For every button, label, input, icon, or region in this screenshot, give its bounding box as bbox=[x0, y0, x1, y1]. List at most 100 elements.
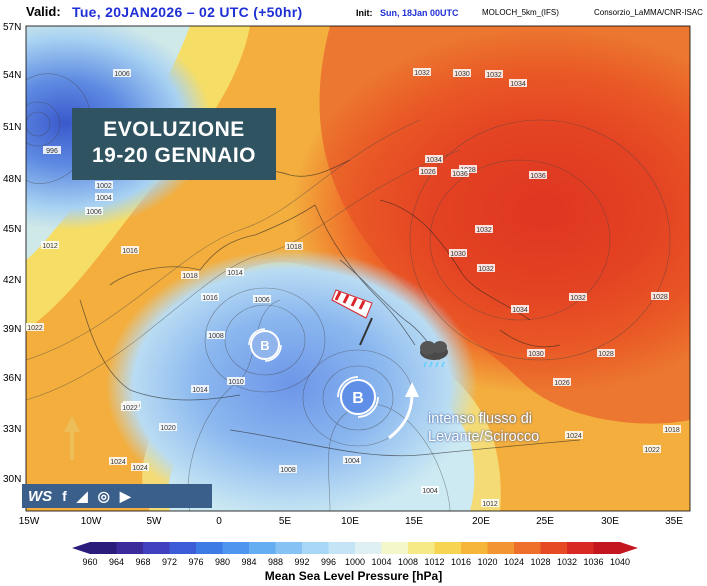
isobar-label: 1030 bbox=[528, 351, 544, 358]
isobar-label: 996 bbox=[46, 148, 58, 155]
colorbar-segment bbox=[196, 542, 223, 554]
init-label: Init: bbox=[356, 8, 373, 18]
colorbar-label: 976 bbox=[188, 557, 204, 567]
colorbar-label: 1020 bbox=[477, 557, 498, 567]
annotation-line1: intenso flusso di bbox=[428, 411, 532, 427]
lat-label: 36N bbox=[3, 373, 21, 384]
isobar-label-bg bbox=[227, 377, 245, 385]
isobar-label: 1008 bbox=[208, 333, 224, 340]
isobar-label-bg bbox=[253, 295, 271, 303]
flow-arrow-icon bbox=[388, 382, 419, 440]
colorbar-segment bbox=[302, 542, 329, 554]
isobar-label-bg bbox=[569, 293, 587, 301]
isobar-labels: 1006 996 1002 1004 1006 1012 1016 1018 1014 1022 1… bbox=[26, 68, 681, 508]
isobar-label: 1032 bbox=[486, 72, 502, 79]
isobar-label-bg bbox=[663, 425, 681, 433]
isobar-label-bg bbox=[453, 69, 471, 77]
isobar-label-bg bbox=[279, 465, 297, 473]
youtube-icon[interactable]: ▶ bbox=[119, 487, 131, 504]
isobar-label-bg bbox=[449, 249, 467, 257]
lat-lon-grid: 57N 54N 51N 48N 45N 42N 39N 36N 33N 30N 15W 10W 5W 0… bbox=[3, 22, 691, 527]
isobar-label: 1006 bbox=[86, 209, 102, 216]
instagram-icon[interactable]: ◎ bbox=[97, 487, 110, 504]
facebook-icon[interactable]: f bbox=[62, 488, 67, 504]
isobar-label: 1016 bbox=[202, 295, 218, 302]
isobar-label-bg bbox=[226, 268, 244, 276]
isobar-label: 1004 bbox=[96, 195, 112, 202]
isobar-label: 1022 bbox=[122, 405, 138, 412]
isobar-label: 1012 bbox=[482, 501, 498, 508]
colorbar-max-arrow bbox=[620, 542, 638, 554]
isobar-label: 1024 bbox=[110, 459, 126, 466]
faded-arrow-icon bbox=[64, 416, 80, 460]
isobar-label-bg bbox=[113, 69, 131, 77]
lat-label: 54N bbox=[3, 70, 21, 81]
isobar-label: 1008 bbox=[280, 467, 296, 474]
colorbar-segment bbox=[487, 542, 515, 554]
telegram-icon[interactable]: ◢ bbox=[76, 487, 88, 504]
colorbar bbox=[72, 542, 638, 554]
lon-label: 15W bbox=[19, 516, 40, 527]
ws-logo[interactable]: WS bbox=[28, 487, 53, 505]
lon-label: 5E bbox=[279, 516, 292, 527]
colorbar-label: 964 bbox=[108, 557, 125, 567]
isobar-label-bg bbox=[109, 457, 127, 465]
lon-label: 0 bbox=[216, 516, 222, 527]
colorbar-label: 1012 bbox=[424, 557, 445, 567]
isobar-label: 1012 bbox=[42, 243, 58, 250]
lat-label: 57N bbox=[3, 22, 21, 33]
isobar-label: 1030 bbox=[454, 71, 470, 78]
isobar-label-bg bbox=[643, 445, 661, 453]
colorbar-label: 972 bbox=[161, 557, 178, 567]
isobar-label: 1034 bbox=[510, 81, 526, 88]
isobar-label-bg bbox=[201, 293, 219, 301]
colorbar-label: 992 bbox=[294, 557, 310, 567]
isobar-label: 1036 bbox=[530, 173, 546, 180]
lon-label: 15E bbox=[405, 516, 423, 527]
isobar-label-bg bbox=[191, 385, 209, 393]
isobar-label-bg bbox=[207, 331, 225, 339]
isobar-label-bg bbox=[95, 193, 113, 201]
isobar-label: 1004 bbox=[344, 458, 360, 465]
map-field bbox=[26, 26, 690, 511]
social-bar: WS f ◢ ◎ ▶ bbox=[22, 484, 212, 508]
isobar-label-bg bbox=[451, 169, 469, 177]
lat-label: 30N bbox=[3, 474, 21, 485]
valid-datetime: Tue, 20JAN2026 – 02 UTC (+50hr) bbox=[72, 4, 303, 20]
colorbar-label: 984 bbox=[241, 557, 257, 567]
valid-label: Valid: bbox=[26, 4, 61, 19]
windsock-icon bbox=[331, 289, 373, 346]
isobar-label-bg bbox=[597, 349, 615, 357]
isobar-label-bg bbox=[43, 146, 61, 154]
isobar-label: 1018 bbox=[664, 427, 680, 434]
colorbar-label: 1008 bbox=[397, 557, 419, 567]
isobar-label-bg bbox=[529, 171, 547, 179]
isobar-label-bg bbox=[477, 264, 495, 272]
colorbar-segment bbox=[381, 542, 409, 554]
isobar-label: 1006 bbox=[254, 297, 270, 304]
annotation-line2: Levante/Scirocco bbox=[428, 429, 540, 445]
flow-annotation: intenso flusso di Levante/Scirocco bbox=[428, 410, 539, 446]
isobar-label: 1024 bbox=[566, 433, 582, 440]
lon-label: 10E bbox=[341, 516, 359, 527]
lat-label: 39N bbox=[3, 324, 21, 335]
colorbar-label: 968 bbox=[135, 557, 151, 567]
colorbar-segment bbox=[567, 542, 594, 554]
title-line2: 19-20 GENNAIO bbox=[91, 144, 257, 167]
isobar-label-bg bbox=[131, 463, 149, 471]
lat-label: 51N bbox=[3, 122, 21, 133]
header-bar: Valid: Tue, 20JAN2026 – 02 UTC (+50hr) I… bbox=[0, 0, 707, 24]
isobar-label: 1002 bbox=[96, 183, 112, 190]
isobar-label: 1010 bbox=[228, 379, 244, 386]
lat-label: 42N bbox=[3, 275, 21, 286]
low-center-west bbox=[248, 328, 282, 362]
colorbar-segment bbox=[90, 542, 117, 554]
isobar-label: 1028 bbox=[652, 294, 668, 301]
init-datetime: Sun, 18Jan 00UTC bbox=[380, 8, 459, 18]
colorbar-label: 1036 bbox=[583, 557, 604, 567]
isobar-label: 1032 bbox=[414, 70, 430, 77]
isobar-label: 1004 bbox=[422, 488, 438, 495]
colorbar-segment bbox=[275, 542, 303, 554]
lon-label: 20E bbox=[472, 516, 490, 527]
isobar-label: 1006 bbox=[114, 71, 130, 78]
